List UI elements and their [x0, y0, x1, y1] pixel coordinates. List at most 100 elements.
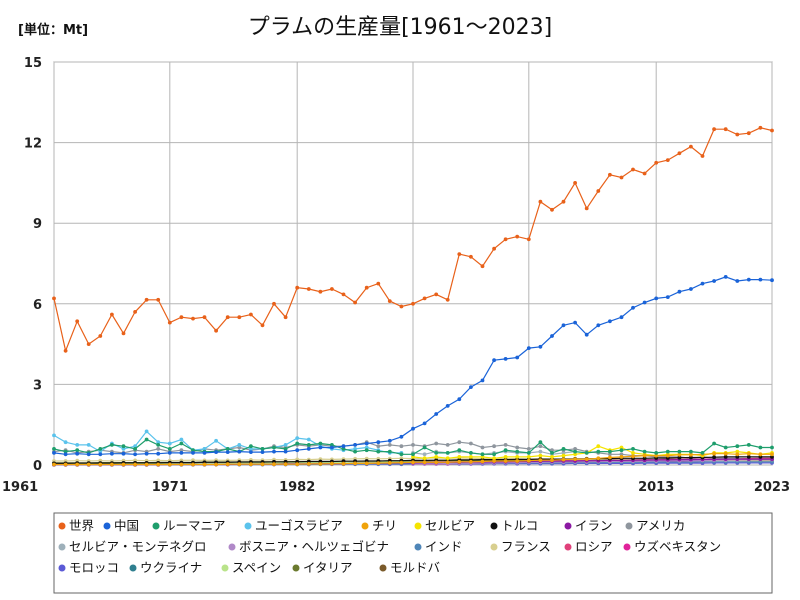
data-point	[608, 319, 612, 324]
data-point	[480, 452, 485, 457]
data-point	[619, 448, 624, 453]
data-point	[596, 189, 601, 193]
data-point	[665, 453, 670, 458]
legend-label: セルビア・モンテネグロ	[69, 539, 207, 554]
data-point	[434, 412, 439, 416]
data-point	[515, 455, 520, 459]
data-point	[353, 449, 357, 454]
y-tick-label: 6	[33, 298, 42, 313]
data-point	[480, 445, 485, 450]
data-point	[723, 451, 728, 456]
data-point	[63, 440, 68, 445]
data-point	[584, 451, 589, 455]
legend-marker	[379, 564, 387, 572]
data-point	[98, 447, 103, 451]
data-point	[272, 301, 276, 306]
data-point	[260, 323, 265, 328]
data-point	[353, 461, 357, 466]
data-point	[364, 285, 369, 290]
data-point	[712, 455, 716, 460]
data-point	[677, 452, 682, 457]
legend-item: ロシア	[564, 539, 613, 554]
data-point	[179, 448, 184, 453]
y-tick-label: 3	[33, 378, 42, 393]
legend-item: ルーマニア	[152, 518, 226, 533]
data-point	[283, 315, 288, 320]
data-point	[723, 455, 728, 459]
data-point	[642, 449, 647, 454]
data-point	[214, 438, 219, 443]
data-point	[538, 444, 543, 449]
data-point	[225, 462, 230, 467]
data-point	[167, 451, 172, 455]
legend-item: セルビア	[414, 518, 475, 533]
data-point	[75, 319, 80, 324]
legend-item: ウクライナ	[129, 560, 202, 575]
legend-item: トルコ	[490, 518, 538, 533]
data-point	[63, 462, 68, 467]
data-point	[52, 462, 56, 467]
data-point	[526, 346, 531, 350]
data-point	[295, 441, 300, 446]
data-point	[712, 279, 716, 283]
legend-marker	[625, 522, 633, 530]
data-point	[735, 452, 740, 457]
data-point	[746, 131, 751, 136]
data-point	[364, 441, 369, 446]
legend-marker	[490, 522, 498, 530]
data-point	[469, 441, 473, 446]
data-point	[561, 453, 566, 458]
data-point	[758, 452, 763, 457]
data-point	[387, 461, 392, 465]
data-point	[341, 461, 346, 466]
data-point	[341, 447, 346, 451]
data-point	[295, 436, 300, 440]
data-point	[770, 278, 774, 283]
data-point	[156, 443, 161, 447]
data-point	[52, 296, 56, 301]
data-point	[515, 234, 520, 239]
data-point	[642, 453, 647, 458]
data-point	[422, 460, 427, 465]
data-point	[237, 462, 242, 467]
data-point	[515, 355, 520, 360]
legend-label: モロッコ	[69, 560, 119, 575]
data-point	[191, 462, 195, 467]
data-point	[596, 444, 601, 449]
data-point	[573, 320, 577, 325]
data-point	[63, 449, 68, 454]
data-point	[376, 461, 381, 465]
data-point	[538, 440, 543, 445]
data-point	[723, 275, 728, 279]
data-point	[306, 462, 311, 466]
x-tick-label: 2023	[754, 480, 790, 495]
data-point	[561, 323, 566, 328]
data-point	[364, 461, 369, 466]
data-point	[677, 449, 682, 454]
unit-label: [単位：Mt]	[18, 22, 88, 38]
data-point	[526, 458, 531, 463]
data-point	[387, 299, 392, 303]
data-point	[133, 310, 138, 314]
data-point	[457, 455, 462, 459]
data-point	[561, 199, 566, 204]
data-point	[144, 451, 149, 456]
data-point	[573, 447, 577, 451]
data-point	[608, 449, 612, 454]
data-point	[735, 449, 740, 454]
data-point	[654, 160, 659, 165]
x-tick-label: 1992	[395, 480, 431, 495]
data-point	[411, 426, 415, 431]
legend-item: アメリカ	[625, 518, 685, 533]
data-point	[631, 305, 635, 310]
data-point	[758, 125, 763, 130]
data-point	[52, 447, 56, 451]
data-point	[445, 404, 450, 408]
data-point	[237, 443, 242, 447]
series-lines	[52, 125, 774, 467]
data-point	[735, 455, 740, 459]
data-point	[353, 300, 357, 305]
data-point	[434, 455, 439, 459]
data-point	[86, 462, 91, 467]
data-point	[179, 437, 184, 442]
